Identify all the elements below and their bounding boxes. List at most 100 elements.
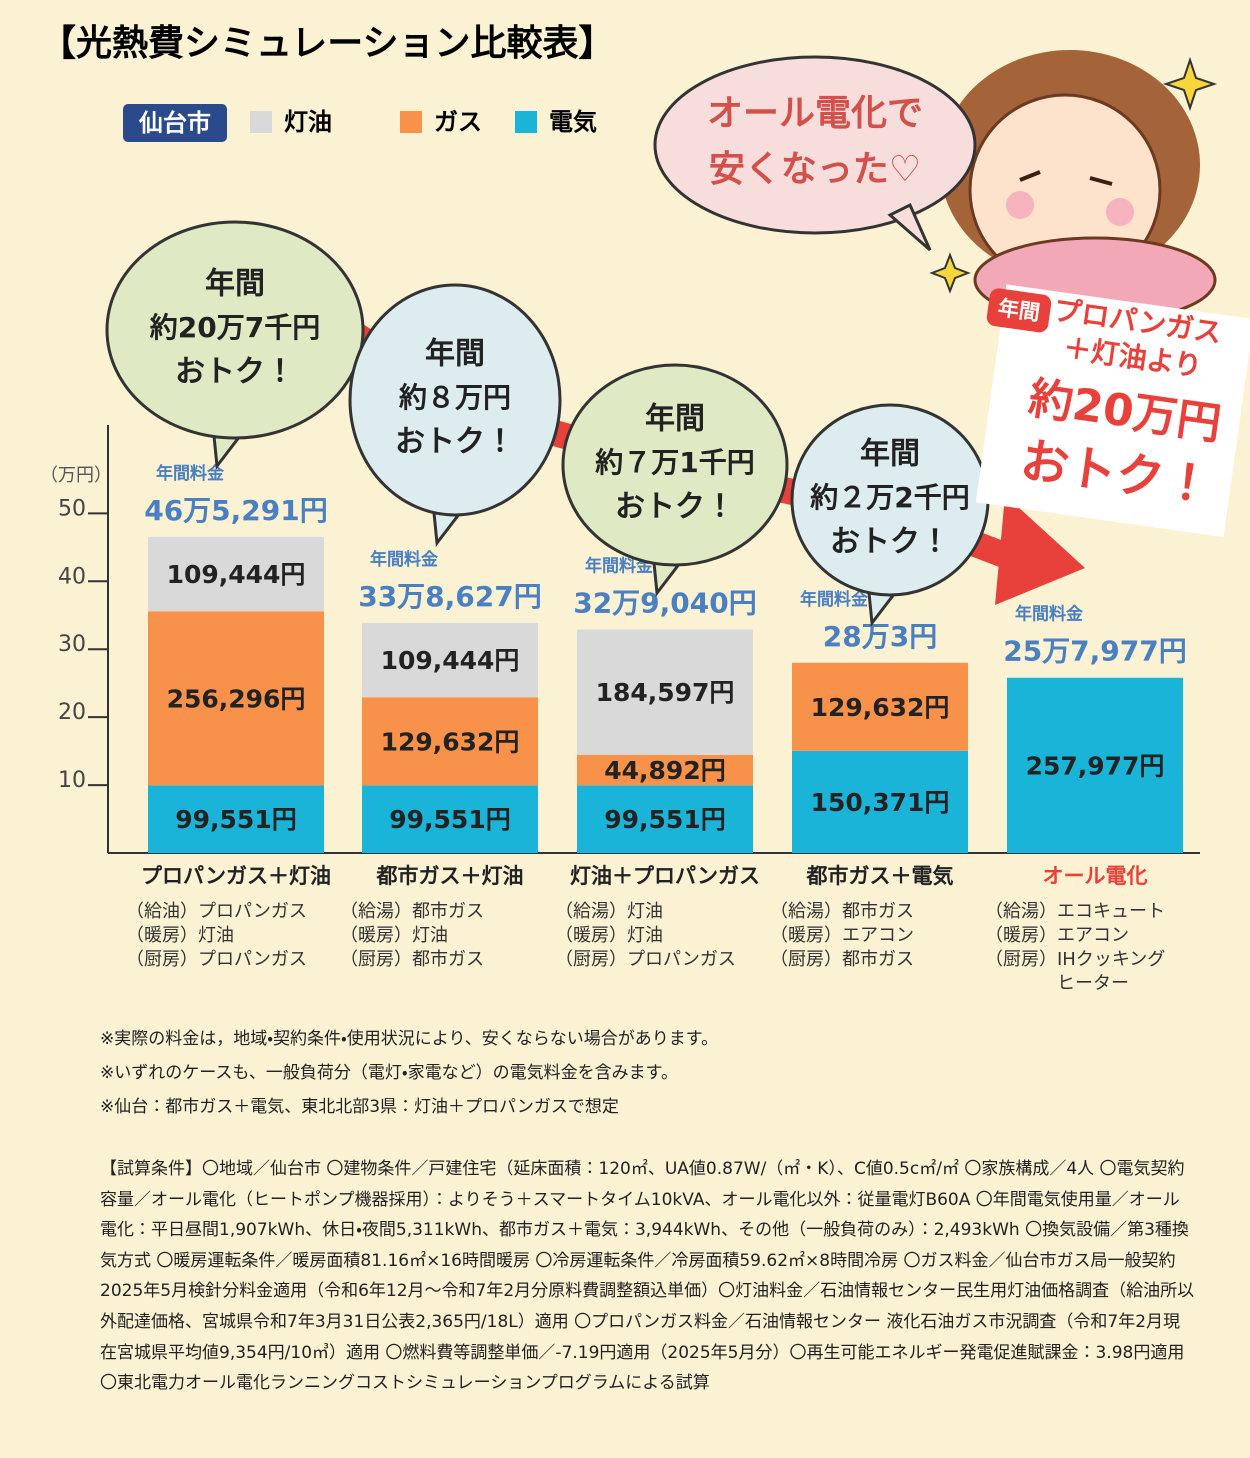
bar-segment — [148, 611, 324, 786]
bar-value-label: 129,632円 — [381, 727, 520, 756]
region-badge — [123, 104, 227, 142]
bar-segment — [148, 785, 324, 853]
legend-swatch — [515, 111, 537, 133]
bar-segment — [148, 536, 324, 612]
category-detail: （厨房）都市ガス — [340, 949, 484, 970]
bar-segment — [362, 622, 538, 698]
savings-text: 年間 — [645, 402, 705, 437]
bar-value-label: 109,444円 — [381, 646, 520, 675]
category-detail: （給湯）灯油 — [555, 901, 663, 922]
bar-value-label: 44,892円 — [604, 756, 725, 785]
category-detail: （給湯）エコキュート — [985, 901, 1165, 922]
category-detail: （厨房）IHクッキング — [985, 949, 1165, 970]
bar-segment — [577, 629, 753, 755]
cheek — [1006, 191, 1034, 219]
y-tick-label: 30 — [58, 632, 86, 657]
bar-segment — [577, 785, 753, 853]
savings-text: 約８万円 — [398, 381, 511, 414]
savings-bubble — [105, 220, 365, 440]
y-tick-label: 50 — [58, 496, 86, 521]
bar-value-label: 256,296円 — [167, 684, 306, 713]
category-label: 都市ガス＋電気 — [806, 864, 954, 888]
category-detail: （暖房）エアコン — [770, 925, 914, 946]
category-detail: （給湯）都市ガス — [340, 901, 484, 922]
bar-value-label: 184,597円 — [596, 678, 735, 707]
savings-text: おトク！ — [830, 525, 950, 560]
category-label: オール電化 — [1043, 864, 1148, 888]
savings-text: おトク！ — [395, 425, 515, 460]
total-label: 28万3円 — [823, 620, 937, 653]
note: ※実際の料金は，地域・契約条件・使用状況により、安くならない場合があります。 — [100, 1029, 719, 1049]
category-label: 灯油＋プロパンガス — [570, 864, 760, 888]
savings-text: 年間 — [425, 337, 485, 372]
legend-label: 灯油 — [284, 108, 332, 136]
category-detail: （厨房）プロパンガス — [126, 949, 307, 970]
category-detail: （厨房）プロパンガス — [555, 949, 736, 970]
savings-text: 約７万1千円 — [594, 446, 754, 479]
bar-segment — [792, 750, 968, 853]
bar-value-label: 129,632円 — [811, 693, 950, 722]
total-caption: 年間料金 — [156, 463, 224, 484]
bar-value-label: 99,551円 — [389, 805, 510, 834]
category-detail: （暖房）灯油 — [555, 925, 663, 946]
category-label: プロパンガス＋灯油 — [141, 864, 331, 888]
category-detail: （給油）プロパンガス — [126, 901, 307, 922]
y-tick-label: 20 — [58, 700, 86, 725]
legend-label: 電気 — [549, 108, 597, 136]
total-label: 25万7,977円 — [1003, 635, 1187, 668]
bar-value-label: 257,977円 — [1026, 751, 1165, 780]
total-caption: 年間料金 — [1015, 604, 1083, 625]
bar-value-label: 99,551円 — [604, 805, 725, 834]
savings-text: 約２万2千円 — [809, 481, 969, 514]
callout-badge — [986, 288, 1052, 333]
arrow-head — [995, 495, 1085, 605]
note: ※いずれのケースも、一般負荷分（電灯・家電など）の電気料金を含みます。 — [100, 1063, 678, 1083]
y-tick-label: 10 — [58, 768, 86, 793]
sparkle — [1162, 56, 1218, 112]
savings-text: おトク！ — [615, 490, 735, 525]
cheek — [1106, 198, 1134, 226]
speech-tail — [887, 202, 932, 252]
region-label: 仙台市 — [138, 109, 211, 137]
category-label: 都市ガス＋灯油 — [376, 864, 524, 888]
category-detail: （暖房）灯油 — [126, 925, 234, 946]
legend-swatch — [400, 111, 422, 133]
y-unit: （万円） — [40, 465, 112, 486]
savings-text: 約20万7千円 — [149, 311, 320, 344]
bar-segment — [577, 754, 753, 786]
total-caption: 年間料金 — [370, 549, 438, 570]
note: ※仙台：都市ガス＋電気、東北北部3県：灯油＋プロパンガスで想定 — [100, 1097, 619, 1117]
bar-segment — [792, 662, 968, 751]
bar-value-label: 99,551円 — [175, 805, 296, 834]
footnotes: ※実際の料金は，地域・契約条件・使用状況により、安くならない場合があります。 ※い… — [100, 1022, 1195, 1399]
legend-label: ガス — [434, 108, 482, 136]
category-detail: （暖房）エアコン — [985, 925, 1129, 946]
callout-badge-text: 年間 — [997, 296, 1042, 326]
bar-segment — [362, 697, 538, 786]
conditions: 【試算条件】〇地域／仙台市 〇建物条件／戸建住宅（延床面積：120㎡、UA値0.… — [100, 1159, 1195, 1394]
legend-swatch — [250, 111, 272, 133]
chart: 【光熱費シミュレーション比較表】 仙台市 （万円） 灯油 ガス 電気 10 20 30 40… — [40, 23, 1250, 994]
savings-bubble — [348, 283, 562, 517]
savings-bubble — [561, 363, 789, 567]
bar-segment — [1007, 677, 1183, 853]
page-title: 【光熱費シミュレーション比較表】 — [40, 23, 615, 64]
total-caption: 年間料金 — [585, 555, 653, 576]
sparkle — [929, 252, 971, 294]
savings-text: おトク！ — [175, 355, 295, 390]
total-label: 32万9,040円 — [573, 586, 757, 619]
total-caption: 年間料金 — [800, 589, 868, 610]
total-label: 46万5,291円 — [144, 494, 328, 527]
bar-segment — [362, 785, 538, 853]
callout-paper — [975, 284, 1250, 538]
eyes — [1019, 170, 1113, 186]
category-detail: （厨房）都市ガス — [770, 949, 914, 970]
bar-value-label: 150,371円 — [811, 788, 950, 817]
speech-shape — [653, 55, 977, 235]
category-detail: ヒーター — [1057, 973, 1129, 994]
savings-text: 年間 — [205, 267, 265, 302]
y-tick-label: 40 — [58, 564, 86, 589]
speech-text: 安くなった♡ — [709, 149, 921, 190]
savings-text: 年間 — [860, 437, 920, 472]
